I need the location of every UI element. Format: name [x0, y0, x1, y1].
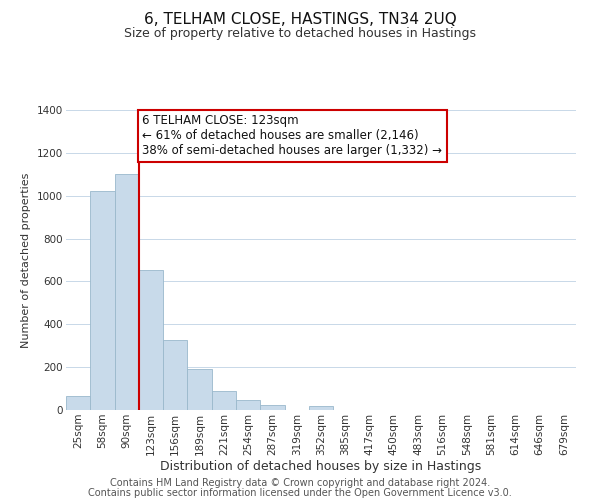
- Bar: [309, 406, 333, 410]
- Bar: [212, 391, 236, 410]
- Bar: [90, 192, 115, 410]
- Y-axis label: Number of detached properties: Number of detached properties: [22, 172, 31, 348]
- Bar: [236, 400, 260, 410]
- Text: Contains HM Land Registry data © Crown copyright and database right 2024.: Contains HM Land Registry data © Crown c…: [110, 478, 490, 488]
- Text: 6 TELHAM CLOSE: 123sqm
← 61% of detached houses are smaller (2,146)
38% of semi-: 6 TELHAM CLOSE: 123sqm ← 61% of detached…: [143, 114, 443, 158]
- Bar: [139, 270, 163, 410]
- Bar: [163, 340, 187, 410]
- Bar: [187, 368, 212, 410]
- Text: 6, TELHAM CLOSE, HASTINGS, TN34 2UQ: 6, TELHAM CLOSE, HASTINGS, TN34 2UQ: [143, 12, 457, 28]
- Bar: [66, 396, 90, 410]
- Bar: [115, 174, 139, 410]
- Text: Contains public sector information licensed under the Open Government Licence v3: Contains public sector information licen…: [88, 488, 512, 498]
- Bar: [260, 406, 284, 410]
- Text: Size of property relative to detached houses in Hastings: Size of property relative to detached ho…: [124, 28, 476, 40]
- X-axis label: Distribution of detached houses by size in Hastings: Distribution of detached houses by size …: [160, 460, 482, 473]
